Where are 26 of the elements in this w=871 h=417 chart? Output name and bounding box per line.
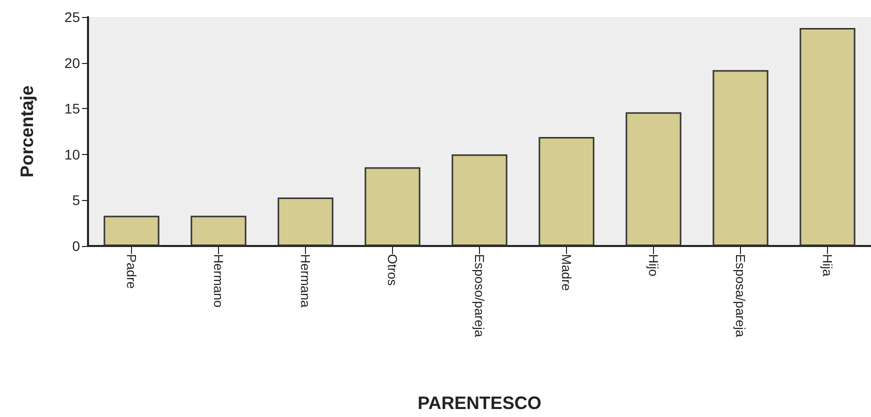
y-tick-label: 15 (64, 100, 80, 117)
bar (626, 112, 682, 246)
y-tick-label: 10 (64, 146, 80, 162)
y-tick-label: 5 (72, 192, 80, 208)
bar (800, 28, 856, 246)
x-tick-label: Hija (820, 254, 835, 278)
y-tick-label: 0 (72, 238, 80, 254)
x-tick-label: Esposo/pareja (472, 254, 487, 338)
bar (190, 216, 246, 246)
bar (278, 197, 334, 246)
bar (452, 154, 508, 246)
y-tick-label: 25 (64, 9, 80, 25)
y-axis-title: Porcentaje (17, 85, 37, 178)
y-tick-label: 20 (64, 54, 80, 71)
x-tick-label: Padre (124, 254, 139, 289)
x-tick-label: Esposa/pareja (733, 254, 748, 338)
x-axis-title: PARENTESCO (418, 393, 542, 413)
bar (712, 70, 768, 246)
x-tick-label: Otros (385, 254, 400, 286)
x-tick-label: Madre (559, 254, 574, 291)
x-tick-label: Hijo (646, 254, 661, 276)
x-tick-label: Hermano (211, 254, 226, 308)
x-tick-label: Hermana (298, 254, 313, 308)
bar (364, 167, 420, 246)
bar (538, 136, 594, 246)
bar (104, 216, 160, 246)
